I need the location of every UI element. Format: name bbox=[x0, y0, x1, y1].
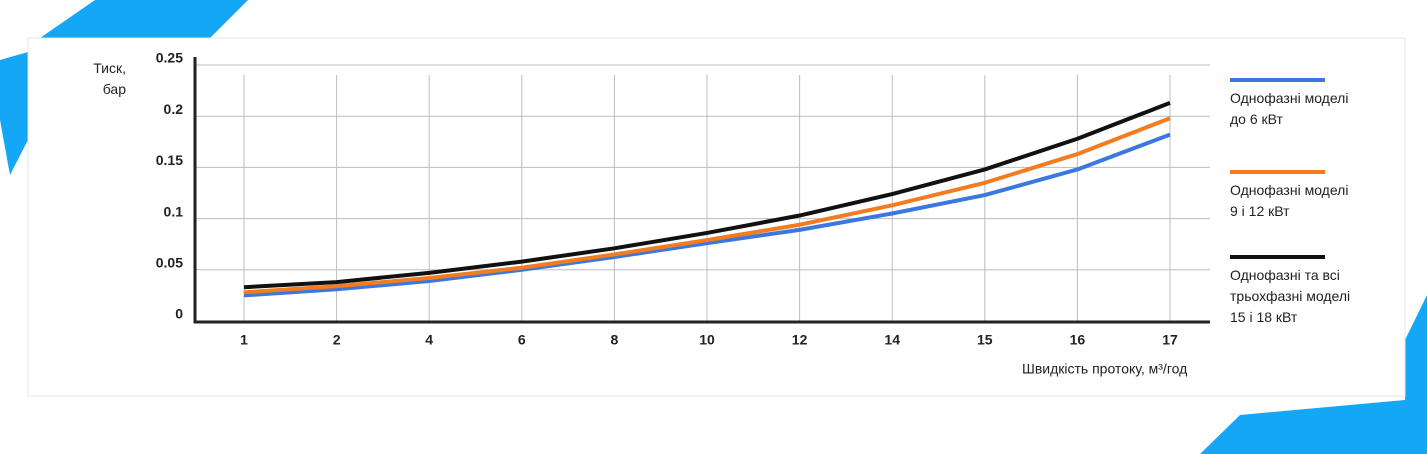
x-tick-label: 4 bbox=[425, 332, 433, 348]
y-tick-label: 0.05 bbox=[156, 255, 183, 271]
card bbox=[27, 37, 1406, 397]
x-tick-label: 14 bbox=[884, 332, 900, 348]
y-tick-label: 0.1 bbox=[164, 203, 184, 219]
series-line bbox=[243, 101, 1171, 290]
y-tick-label: 0 bbox=[175, 306, 183, 322]
series-line bbox=[243, 116, 1171, 295]
legend-label: Однофазні моделі до 6 кВт bbox=[1230, 90, 1349, 127]
legend-label: Однофазні моделі 9 і 12 кВт bbox=[1230, 182, 1349, 219]
x-tick-label: 17 bbox=[1162, 332, 1178, 348]
x-tick-label: 2 bbox=[333, 332, 341, 348]
y-tick-label: 0.25 bbox=[156, 50, 183, 66]
x-tick-label: 15 bbox=[977, 332, 993, 348]
y-tick-label: 0.15 bbox=[156, 152, 183, 168]
decor bbox=[40, 0, 248, 38]
x-tick-label: 12 bbox=[792, 332, 808, 348]
legend-label: Однофазні та всі трьохфазні моделі 15 і … bbox=[1230, 267, 1351, 325]
x-tick-label: 10 bbox=[699, 332, 715, 348]
x-tick-label: 1 bbox=[240, 332, 248, 348]
x-axis-label: Швидкість протоку, м³/год bbox=[1022, 361, 1187, 377]
decor bbox=[0, 52, 28, 175]
y-tick-label: 0.2 bbox=[164, 101, 184, 117]
y-axis-label: Тиск, бар bbox=[93, 60, 126, 97]
x-tick-label: 16 bbox=[1070, 332, 1086, 348]
x-tick-label: 8 bbox=[611, 332, 619, 348]
decor bbox=[1200, 295, 1427, 454]
series-line bbox=[243, 132, 1171, 298]
x-tick-label: 6 bbox=[518, 332, 526, 348]
